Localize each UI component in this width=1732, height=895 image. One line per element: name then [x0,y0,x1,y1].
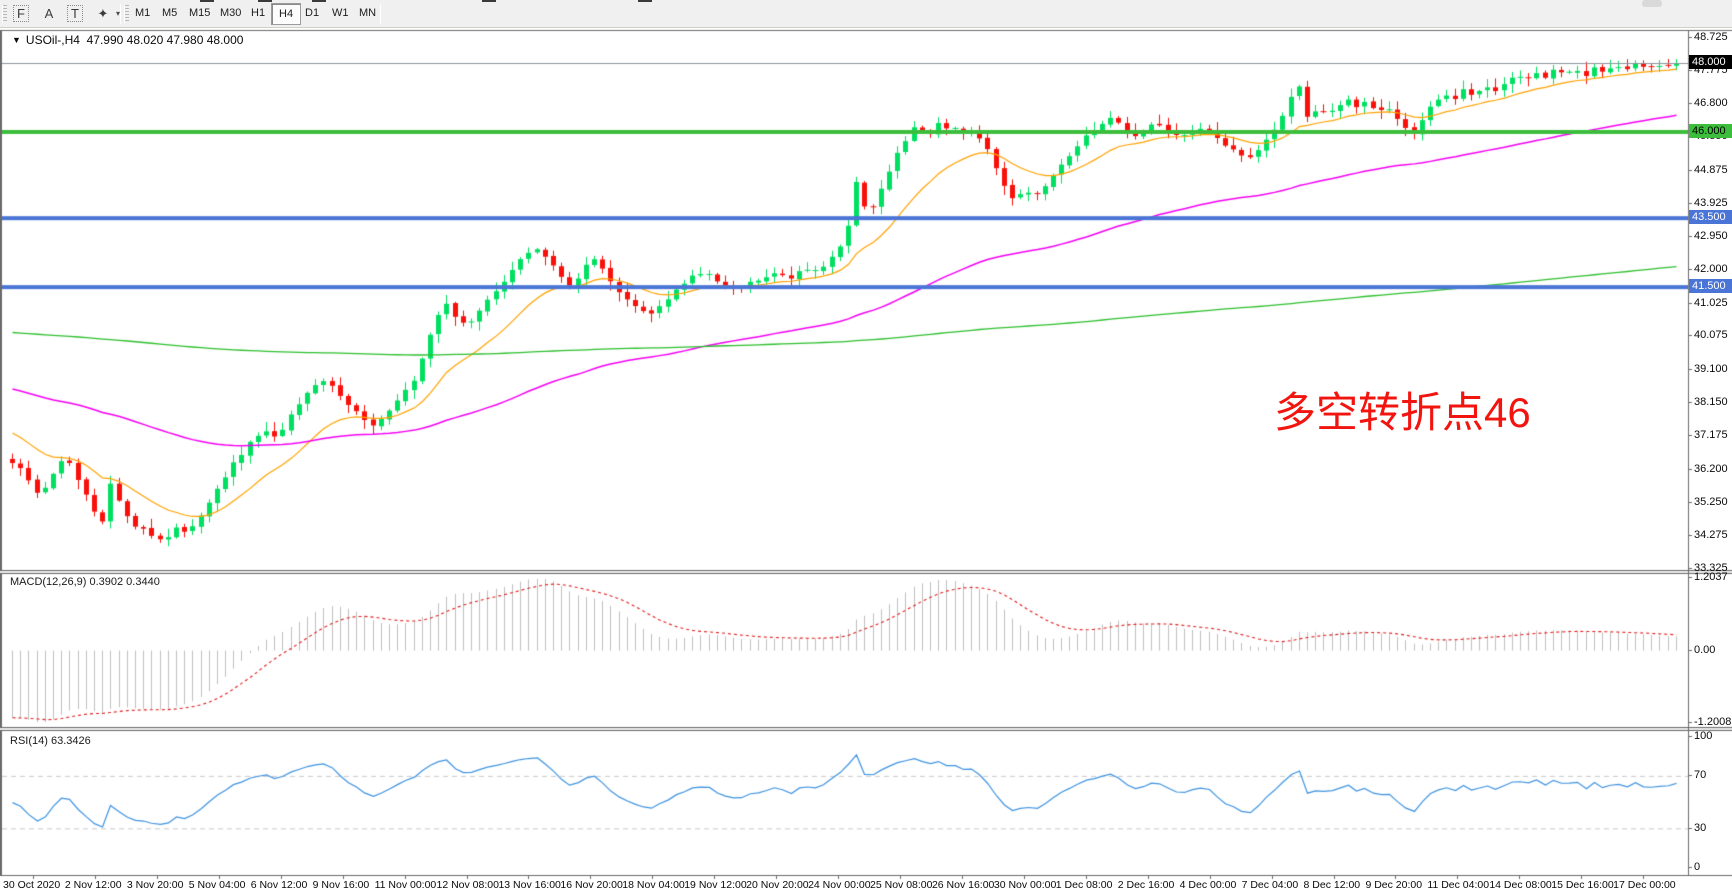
rsi-label: RSI(14) 63.3426 [10,735,91,747]
price-tick-label: 40.075 [1694,329,1728,342]
macd-label: MACD(12,26,9) 0.3902 0.3440 [10,576,160,588]
chart-annotation-text: 多空转折点46 [1274,389,1531,436]
time-tick-label: 30 Oct 2020 [3,879,61,891]
time-tick-label: 9 Dec 20:00 [1365,879,1423,891]
price-tick-label: 41.025 [1694,296,1728,309]
price-level-badge: 41.500 [1689,279,1732,294]
time-tick-label: 14 Dec 08:00 [1489,879,1552,891]
time-tick-label: 19 Nov 12:00 [684,879,747,891]
time-tick-label: 13 Nov 16:00 [498,879,561,891]
time-tick-label: 8 Dec 12:00 [1303,879,1361,891]
time-tick-label: 11 Nov 00:00 [374,879,437,891]
time-tick-label: 26 Nov 16:00 [931,879,995,891]
price-tick-label: 38.150 [1694,395,1728,408]
ohlc-readout: 47.990 48.020 47.980 48.000 [86,33,244,47]
time-tick-label: 1 Dec 08:00 [1055,879,1113,891]
price-tick-label: 34.275 [1694,529,1728,542]
time-tick-label: 20 Nov 20:00 [746,879,809,891]
time-tick-label: 30 Nov 00:00 [993,879,1057,891]
time-tick-label: 6 Nov 12:00 [250,879,308,891]
chart-header[interactable]: ▼ USOil-,H4 47.990 48.020 47.980 48.000 [12,33,243,47]
macd-tick-label: 0.00 [1694,643,1716,656]
price-tick-label: 43.925 [1694,196,1728,209]
time-tick-label: 11 Dec 04:00 [1427,879,1490,891]
price-tick-label: 44.875 [1694,163,1728,176]
time-tick-label: 17 Dec 00:00 [1613,879,1676,891]
rsi-tick-label: 100 [1694,730,1713,742]
price-tick-label: 36.200 [1694,462,1728,475]
price-tick-label: 35.250 [1694,495,1728,508]
price-tick-label: 39.100 [1694,362,1728,375]
time-tick-label: 2 Nov 12:00 [64,879,122,891]
price-level-badge: 46.000 [1689,123,1732,138]
time-tick-label: 5 Nov 04:00 [188,879,246,891]
time-tick-label: 4 Dec 00:00 [1179,879,1237,891]
macd-tick-label: -1.2008 [1694,716,1732,728]
time-tick-label: 9 Nov 16:00 [312,879,370,891]
time-tick-label: 12 Nov 08:00 [436,879,499,891]
time-tick-label: 24 Nov 00:00 [808,879,871,891]
price-tick-label: 37.175 [1694,429,1728,442]
rsi-tick-label: 70 [1694,769,1707,782]
macd-tick-label: 1.2037 [1694,571,1728,583]
time-tick-label: 16 Nov 20:00 [560,879,623,891]
symbol-dropdown-icon[interactable]: ▼ [12,35,21,45]
price-level-badge: 48.000 [1689,55,1732,69]
rsi-tick-label: 30 [1694,821,1707,834]
time-tick-label: 15 Dec 16:00 [1551,879,1614,891]
time-tick-label: 18 Nov 04:00 [622,879,685,891]
price-tick-label: 42.950 [1694,230,1728,243]
price-tick-label: 42.000 [1694,262,1728,275]
price-level-badge: 43.500 [1689,210,1732,225]
time-tick-label: 3 Nov 20:00 [126,879,184,891]
time-tick-label: 25 Nov 08:00 [870,879,933,891]
symbol-title: USOil-,H4 [25,33,80,47]
price-tick-label: 33.325 [1694,562,1728,575]
price-tick-label: 46.800 [1694,97,1728,110]
rsi-tick-label: 0 [1694,861,1701,874]
time-tick-label: 7 Dec 04:00 [1241,879,1299,891]
time-tick-label: 2 Dec 16:00 [1117,879,1175,891]
price-tick-label: 48.725 [1694,31,1728,43]
